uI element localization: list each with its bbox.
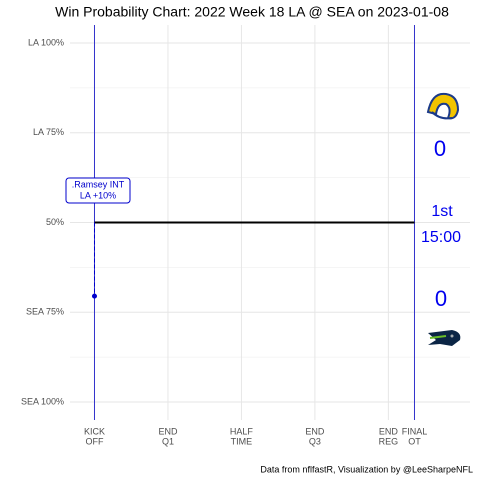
quarter: 1st	[431, 203, 453, 220]
x-tick-label: END	[305, 426, 325, 436]
x-tick-label: OFF	[85, 436, 103, 446]
annotation-text: .Ramsey INT	[72, 179, 125, 189]
x-tick-label: Q3	[309, 436, 321, 446]
x-tick-label: HALF	[230, 426, 254, 436]
y-tick-label: SEA 75%	[26, 307, 64, 317]
y-tick-label: SEA 100%	[21, 396, 64, 406]
caption: Data from nflfastR, Visualization by @Le…	[260, 464, 473, 474]
clock: 15:00	[421, 229, 461, 246]
x-tick-label: Q1	[162, 436, 174, 446]
y-tick-label: LA 75%	[33, 127, 64, 137]
away-score: 0	[434, 136, 446, 161]
chart-title: Win Probability Chart: 2022 Week 18 LA @…	[55, 4, 449, 20]
y-tick-label: 50%	[46, 217, 64, 227]
annotation-box	[65, 177, 131, 204]
x-tick-label: TIME	[231, 436, 253, 446]
play-point	[91, 293, 97, 299]
x-tick-label: END	[379, 426, 399, 436]
x-tick-label: FINAL	[402, 426, 428, 436]
seahawks-logo	[428, 330, 461, 346]
x-tick-label: END	[158, 426, 178, 436]
x-tick-label: KICK	[84, 426, 105, 436]
annotation-text: LA +10%	[80, 190, 116, 200]
x-tick-label: REG	[379, 436, 399, 446]
home-score: 0	[435, 286, 447, 311]
y-tick-label: LA 100%	[28, 37, 64, 47]
x-tick-label: OT	[408, 436, 421, 446]
rams-logo	[426, 92, 460, 120]
